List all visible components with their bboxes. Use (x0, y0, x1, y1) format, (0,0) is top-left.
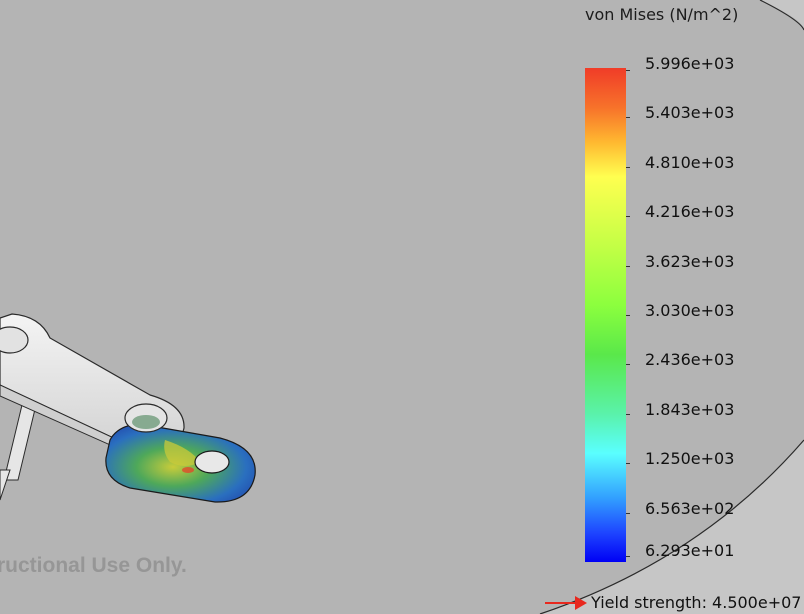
legend-tick-mark (626, 117, 630, 118)
link-hole-right (194, 450, 230, 474)
support-link-lower (0, 469, 11, 501)
legend-tick-mark (626, 463, 630, 464)
legend-tick-label: 6.563e+02 (645, 499, 735, 518)
legend-tick-label: 4.810e+03 (645, 153, 735, 172)
legend-tick-label: 5.403e+03 (645, 103, 735, 122)
ground-plane-edge-lower (539, 439, 804, 614)
legend-tick-mark (626, 556, 630, 557)
legend-tick-label: 2.436e+03 (645, 350, 735, 369)
watermark-text: tructional Use Only. (0, 554, 187, 577)
legend-tick-mark (626, 414, 630, 415)
legend-tick-label: 4.216e+03 (645, 202, 735, 221)
yield-strength-label: Yield strength: 4.500e+07 (591, 593, 802, 612)
stressed-link-highlight (164, 440, 200, 466)
legend-title: von Mises (N/m^2) (585, 5, 739, 24)
stress-hotspot (182, 467, 194, 473)
legend-tick-mark (626, 266, 630, 267)
legend-tick-label: 1.250e+03 (645, 449, 735, 468)
arm-hole-left (0, 326, 29, 354)
yield-arrow-icon (545, 596, 587, 610)
legend-tick-label: 6.293e+01 (645, 541, 735, 560)
legend-tick-mark (626, 315, 630, 316)
legend-tick-label: 1.843e+03 (645, 400, 735, 419)
legend-tick-mark (626, 167, 630, 168)
colorbar (585, 68, 626, 562)
legend-tick-label: 3.030e+03 (645, 301, 735, 320)
legend-tick-label: 5.996e+03 (645, 54, 735, 73)
legend-tick-mark (626, 364, 630, 365)
legend-tick-mark (626, 70, 630, 71)
ground-plane-edge (759, 0, 804, 31)
arm-hole-right-inner (132, 415, 160, 429)
legend-tick-mark (626, 216, 630, 217)
legend-tick-mark (626, 513, 630, 514)
legend-tick-label: 3.623e+03 (645, 252, 735, 271)
